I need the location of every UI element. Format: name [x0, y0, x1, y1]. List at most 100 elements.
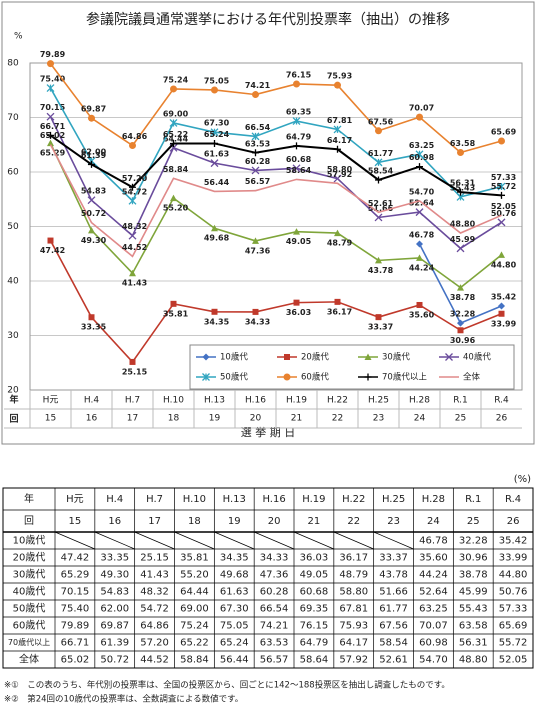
marker [292, 117, 301, 126]
table-cell: 66.71 [61, 638, 90, 649]
marker [334, 145, 341, 153]
marker [170, 194, 177, 202]
table-header-cell: 15 [69, 516, 82, 527]
table-cell: 52.05 [499, 655, 528, 666]
data-label: 48.32 [122, 222, 147, 231]
data-label: 55.20 [163, 204, 189, 213]
legend-label: 60歳代 [301, 372, 329, 383]
x-tick-label: H.4 [84, 396, 99, 406]
data-label: 64.79 [286, 132, 312, 141]
data-label: 49.68 [204, 234, 230, 243]
table-cell: 25.15 [140, 553, 169, 564]
data-label: 36.17 [327, 307, 352, 316]
legend-label: 70歳代以上 [382, 372, 427, 383]
data-label: 50.72 [81, 209, 106, 218]
table-cell: 35.60 [419, 553, 448, 564]
data-label: 58.84 [163, 165, 189, 174]
data-label: 60.68 [286, 155, 312, 164]
legend-marker [283, 373, 291, 381]
table-empty-cell [293, 531, 334, 550]
table-cell: 58.64 [300, 655, 329, 666]
data-label: 58.80 [327, 165, 353, 174]
marker [47, 139, 54, 147]
x-tick-sublabel: 17 [127, 414, 138, 424]
marker [88, 314, 95, 321]
x-tick-sublabel: 20 [250, 414, 262, 424]
y-tick-label: 20 [7, 386, 19, 396]
table-cell: 49.30 [100, 570, 129, 581]
y-tick-label: 80 [7, 59, 19, 69]
marker [415, 150, 424, 159]
table-header-cell: H.4 [106, 494, 123, 505]
data-label: 57.20 [122, 174, 148, 183]
data-label: 54.83 [81, 187, 106, 196]
x-tick-label: R.4 [494, 396, 509, 406]
x-axis-title: 選 挙 期 日 [241, 426, 296, 439]
table-header-cell: H.7 [146, 494, 163, 505]
footnote: ※② 第24回の10歳代の投票率は、全数調査による数値です。 [4, 694, 243, 704]
table-cell: 48.32 [140, 587, 169, 598]
marker [252, 149, 259, 157]
footnote: ※① この表のうち、年代別の投票率は、全国の投票区から、回ごとに142～188投… [4, 680, 450, 691]
data-label: 56.31 [450, 179, 476, 188]
data-label: 44.80 [491, 260, 517, 269]
data-label: 34.33 [245, 317, 270, 326]
y-unit: % [14, 32, 23, 42]
legend-label: 50歳代 [220, 372, 248, 383]
data-label: 63.25 [409, 141, 435, 150]
data-label: 56.44 [204, 178, 230, 187]
marker [210, 159, 219, 168]
table-header-cell: H.22 [342, 494, 365, 505]
x-tick-sublabel: 23 [373, 414, 384, 424]
legend-label: 全体 [463, 372, 481, 383]
data-label: 44.52 [122, 243, 147, 252]
marker [170, 140, 177, 148]
table-cell: 30.96 [459, 553, 488, 564]
table-row-label: 60歳代 [13, 620, 46, 632]
table-header-cell: 25 [467, 516, 480, 527]
x-tick-sublabel: 26 [496, 414, 508, 424]
table-empty-cell [174, 531, 215, 550]
series-line [49, 134, 502, 197]
table-cell: 56.57 [260, 655, 289, 666]
data-label: 64.44 [163, 134, 189, 143]
marker [374, 158, 383, 167]
marker [457, 327, 464, 334]
table-cell: 76.15 [300, 621, 329, 632]
series-line [49, 240, 502, 364]
table-cell: 60.98 [419, 638, 448, 649]
x-tick-label: H.19 [286, 396, 307, 406]
table-cell: 70.15 [61, 587, 90, 598]
marker [416, 301, 423, 308]
data-label: 65.02 [40, 131, 65, 140]
legend-label: 10歳代 [220, 352, 248, 363]
data-label: 33.99 [491, 319, 517, 328]
marker [416, 113, 423, 121]
table-empty-cell [94, 531, 135, 550]
table-cell: 49.05 [300, 570, 329, 581]
table-cell: 36.03 [300, 553, 329, 564]
data-label: 66.71 [40, 122, 66, 131]
marker [497, 182, 506, 191]
table-empty-cell [333, 531, 374, 550]
marker [129, 183, 136, 191]
table-cell: 44.80 [499, 570, 528, 581]
y-tick-label: 30 [7, 331, 19, 341]
data-label: 47.42 [40, 246, 65, 255]
x-tick-label: H.13 [204, 396, 225, 406]
table-header-cell: 18 [188, 516, 201, 527]
marker [128, 196, 137, 205]
data-label: 30.96 [450, 336, 476, 345]
data-label: 52.05 [491, 202, 517, 211]
table-header-cell: 19 [228, 516, 241, 527]
data-label: 70.15 [40, 103, 66, 112]
marker [498, 191, 505, 199]
table-cell: 61.63 [220, 587, 249, 598]
legend-marker [284, 354, 290, 360]
data-label: 48.80 [450, 220, 476, 229]
table-cell: 44.24 [419, 570, 448, 581]
marker [46, 112, 55, 121]
table-header-cell: H元 [66, 494, 84, 505]
marker [47, 237, 54, 244]
table-cell: 56.31 [459, 638, 488, 649]
